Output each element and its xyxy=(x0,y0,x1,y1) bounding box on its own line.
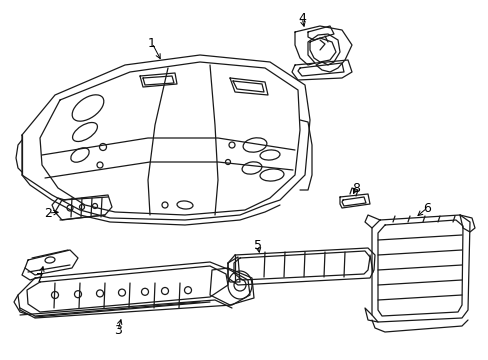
Text: 2: 2 xyxy=(44,207,52,220)
Text: 7: 7 xyxy=(36,271,44,284)
Text: 1: 1 xyxy=(148,36,156,50)
Text: 4: 4 xyxy=(298,12,305,24)
Text: 8: 8 xyxy=(351,181,359,194)
Text: 3: 3 xyxy=(114,324,122,337)
Text: 6: 6 xyxy=(422,202,430,215)
Text: 5: 5 xyxy=(253,239,262,252)
